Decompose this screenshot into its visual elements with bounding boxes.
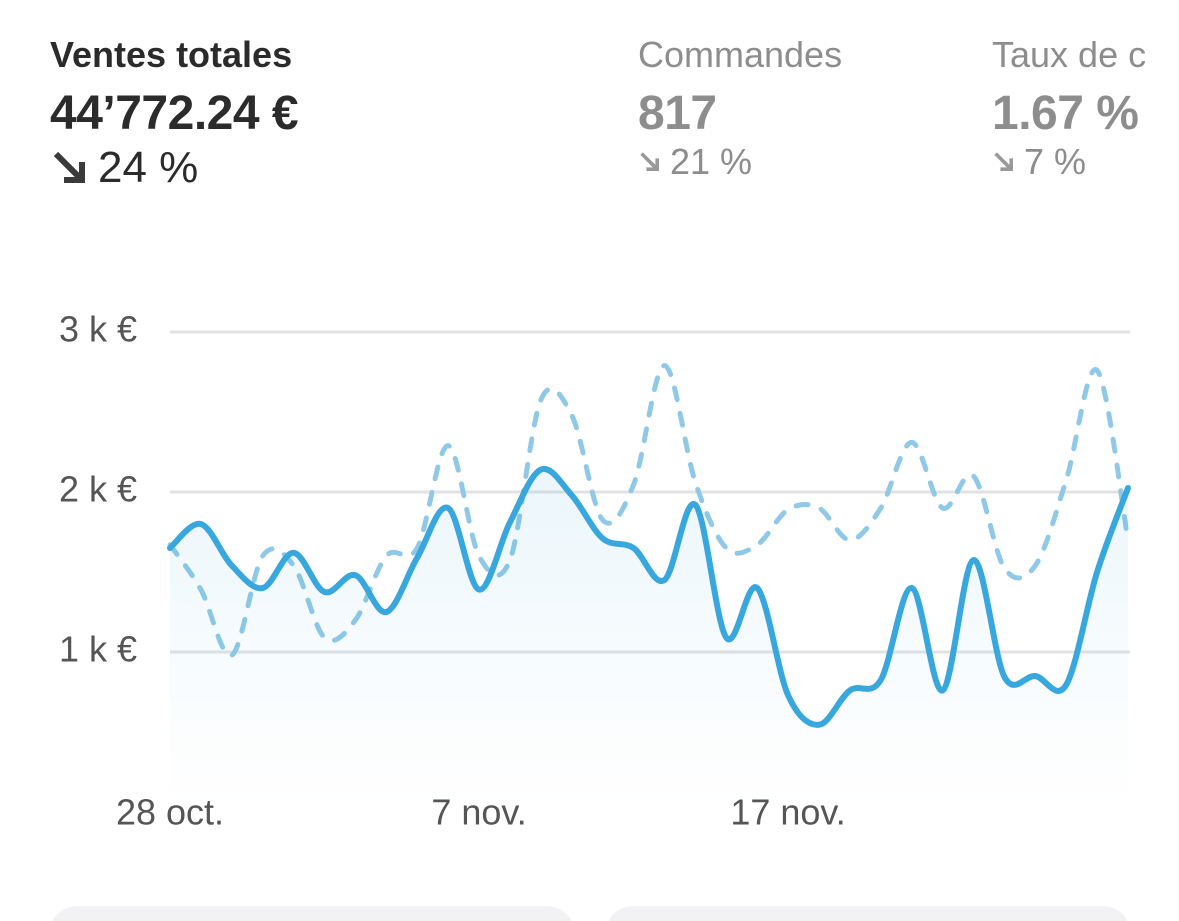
metric-card[interactable]: Commandes 817 21 % bbox=[638, 34, 842, 183]
y-tick-label: 2 k € bbox=[59, 469, 137, 510]
metric-change-row: 21 % bbox=[638, 141, 842, 183]
card bbox=[52, 906, 572, 921]
metric-label: Commandes bbox=[638, 34, 843, 75]
metric-change: 24 % bbox=[98, 143, 199, 192]
metric-label: Taux de c bbox=[992, 34, 1147, 75]
y-tick-label: 1 k € bbox=[59, 629, 137, 670]
metric-value: 44’772.24 € bbox=[50, 87, 299, 140]
card bbox=[608, 906, 1128, 921]
down-arrow-icon bbox=[994, 152, 1013, 171]
metric-change: 21 % bbox=[670, 141, 753, 182]
down-arrow-icon bbox=[53, 151, 85, 183]
metric-change-row: 24 % bbox=[50, 143, 298, 193]
metric-card[interactable]: Ventes totales 44’772.24 € 24 % bbox=[50, 34, 299, 193]
y-tick-label: 3 k € bbox=[59, 309, 137, 350]
metric-value: 817 bbox=[638, 87, 717, 140]
metric-change-row: 7 % bbox=[992, 141, 1179, 183]
area bbox=[170, 468, 1128, 812]
down-arrow-icon bbox=[640, 152, 659, 171]
metric-label: Ventes totales bbox=[50, 34, 293, 75]
line bbox=[167, 465, 1131, 728]
metric-value: 1.67 % bbox=[992, 87, 1139, 140]
metric-change: 7 % bbox=[1024, 141, 1087, 182]
metric-card[interactable]: Taux de c 1.67 % 7 % bbox=[992, 34, 1179, 183]
